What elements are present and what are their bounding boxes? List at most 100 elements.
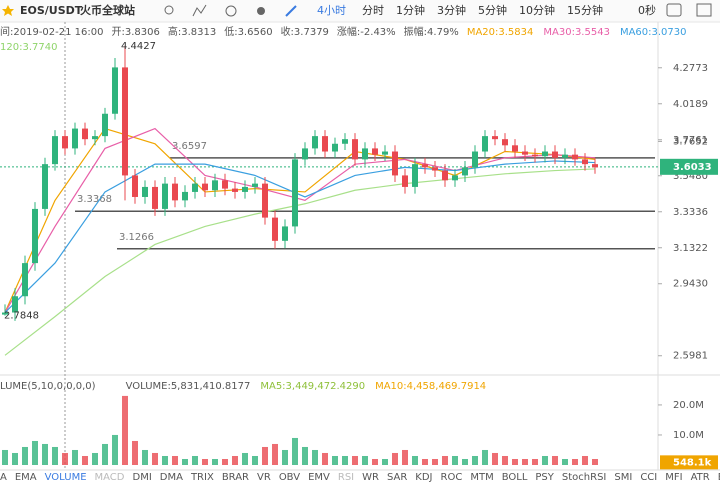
volume-tick-label: 10.0M <box>673 430 704 441</box>
volume-bar <box>482 449 488 465</box>
indicator-tab[interactable]: SAR <box>387 472 407 483</box>
candle-body <box>552 151 558 158</box>
ma-info: MA60:3.0730 <box>620 27 687 38</box>
volume-info: MA5:3,449,472.4290 <box>260 381 365 392</box>
volume-bar <box>202 458 208 465</box>
fullscreen-icon[interactable] <box>696 3 712 17</box>
candle-body <box>232 188 238 192</box>
volume-bar <box>402 449 408 465</box>
volume-bar <box>432 458 438 465</box>
volume-bar <box>542 455 548 465</box>
indicator-tab[interactable]: ROC <box>441 472 463 483</box>
volume-bar <box>442 455 448 465</box>
indicator-tab[interactable]: MACD <box>95 472 125 483</box>
indicator-tab[interactable]: PSY <box>535 472 554 483</box>
candle-body <box>12 296 18 313</box>
y-tick-label: 3.1322 <box>673 243 708 254</box>
volume-bar <box>12 452 18 465</box>
indicator-tab[interactable]: WR <box>362 472 379 483</box>
search-icon[interactable] <box>164 5 174 15</box>
y-tick-label: 3.7652 <box>673 136 708 147</box>
candle-body <box>112 67 118 114</box>
volume-bar <box>292 437 298 465</box>
volume-bar <box>102 443 108 465</box>
candle-body <box>332 143 338 152</box>
indicator-tab[interactable]: VR <box>257 472 271 483</box>
indicator-tab[interactable]: StochRSI <box>562 472 606 483</box>
ohlc-info: 间:2019-02-21 16:00 <box>0 25 103 38</box>
period-selected[interactable]: 4小时 <box>317 4 346 17</box>
indicator-tab[interactable]: EMA <box>15 472 37 483</box>
indicator-tab[interactable]: DMI <box>133 472 152 483</box>
candle-body <box>392 151 398 176</box>
candle-body <box>152 186 158 209</box>
volume-bar <box>492 452 498 465</box>
volume-bar <box>502 455 508 465</box>
volume-bar <box>312 449 318 465</box>
volume-bar <box>362 455 368 465</box>
indicator-tab[interactable]: BRAR <box>222 472 249 483</box>
volume-tick-label: 20.0M <box>673 400 704 411</box>
volume-bar <box>302 446 308 465</box>
volume-bar <box>122 395 128 465</box>
volume-bar <box>252 455 258 465</box>
volume-bar <box>352 455 358 465</box>
indicator-tab[interactable]: TRIX <box>190 472 214 483</box>
indicator-tab[interactable]: MFI <box>665 472 682 483</box>
volume-current-label: 548.1k <box>673 457 712 468</box>
settings-icon[interactable] <box>225 5 237 17</box>
volume-bar <box>272 443 278 465</box>
candle-body <box>572 154 578 160</box>
current-price-box <box>660 158 718 175</box>
indicator-tab[interactable]: A <box>0 472 7 483</box>
indicator-tab[interactable]: ATR <box>691 472 710 483</box>
screenshot-icon[interactable] <box>666 3 682 17</box>
indicator-tab[interactable]: DMA <box>160 472 183 483</box>
indicator-tab[interactable]: RSI <box>338 472 354 483</box>
candle-body <box>202 183 208 191</box>
ma-info: 120:3.7740 <box>0 42 57 53</box>
indicator-tab[interactable]: MTM <box>470 472 493 483</box>
candle-body <box>352 139 358 160</box>
indicator-tab[interactable]: OBV <box>279 472 300 483</box>
candle-body <box>282 226 288 241</box>
indicator-tab[interactable]: SMI <box>614 472 632 483</box>
volume-bar <box>2 449 8 465</box>
period-option[interactable]: 1分钟 <box>396 3 425 17</box>
indicator-tab[interactable]: EMV <box>308 472 330 483</box>
period-option[interactable]: 15分钟 <box>567 3 603 17</box>
volume-bar <box>162 455 168 465</box>
candle-body <box>252 183 258 187</box>
volume-info: VOLUME:5,831,410.8177 <box>126 381 251 392</box>
symbol[interactable]: EOS/USDT <box>20 4 83 17</box>
volume-bar <box>182 458 188 465</box>
period-option[interactable]: 分时 <box>362 4 384 17</box>
volume-bar <box>552 455 558 465</box>
ma-line <box>4 127 596 313</box>
volume-bar <box>572 458 578 465</box>
favorite-star[interactable] <box>2 5 14 16</box>
volume-bar <box>212 458 218 465</box>
theme-icon[interactable] <box>257 7 265 15</box>
candle-body <box>142 186 148 197</box>
volume-bar <box>32 440 38 465</box>
period-option[interactable]: 5分钟 <box>478 3 507 17</box>
y-tick-label: 3.5480 <box>673 171 708 182</box>
indicator-tab[interactable]: KDJ <box>415 472 432 483</box>
candle-body <box>362 148 368 160</box>
period-option[interactable]: 3分钟 <box>437 3 466 17</box>
volume-bar <box>62 452 68 465</box>
indicator-tab[interactable]: BOLL <box>502 472 528 483</box>
indicator-tab[interactable]: CCI <box>640 472 657 483</box>
volume-bar <box>142 449 148 465</box>
indicator-icon[interactable] <box>192 4 207 17</box>
period-option[interactable]: 10分钟 <box>519 3 555 17</box>
volume-bar <box>52 446 58 465</box>
y-tick-label: 4.0189 <box>673 99 708 110</box>
volume-bar <box>172 455 178 465</box>
indicator-tab[interactable]: VOLUME <box>45 472 87 483</box>
volume-current-box <box>660 455 718 470</box>
draw-icon[interactable] <box>285 5 297 17</box>
indicator-tab[interactable]: BBW <box>718 472 720 483</box>
